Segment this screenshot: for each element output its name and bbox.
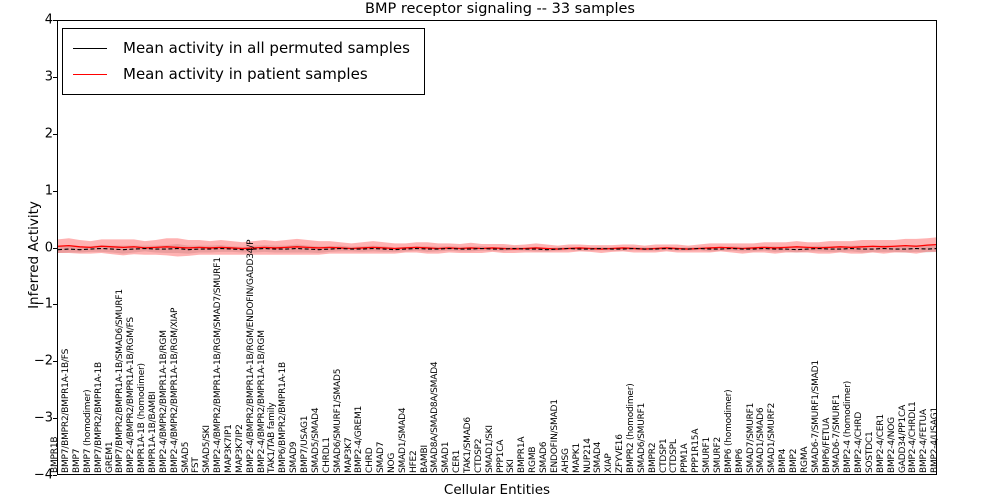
y-tick-label: −1 xyxy=(33,296,53,312)
patient-mean-line xyxy=(58,243,936,250)
y-tick-mark xyxy=(53,76,57,78)
y-tick-mark xyxy=(53,418,57,420)
y-axis-label: Inferred Activity xyxy=(26,201,42,309)
series-plot xyxy=(58,237,936,257)
chart-title: BMP receptor signaling -- 33 samples xyxy=(365,1,635,17)
y-tick-mark xyxy=(53,133,57,135)
x-axis-label: Cellular Entities xyxy=(443,482,551,498)
y-tick-mark xyxy=(53,247,57,249)
legend-label: Mean activity in all permuted samples xyxy=(123,39,410,57)
y-tick-mark xyxy=(53,190,57,192)
y-tick-label: 1 xyxy=(44,183,53,199)
y-tick-label: 0 xyxy=(44,240,53,255)
y-tick-label: −4 xyxy=(33,467,53,483)
legend-label: Mean activity in patient samples xyxy=(123,65,368,83)
legend-box: Mean activity in all permuted samples Mea… xyxy=(62,28,425,95)
permuted-mean-line xyxy=(58,247,936,251)
y-tick-label: 4 xyxy=(44,12,53,28)
legend-item-permuted: Mean activity in all permuted samples xyxy=(73,35,410,61)
patient-confidence-band xyxy=(58,237,936,257)
legend-line-swatch xyxy=(73,73,107,75)
legend-line-swatch xyxy=(73,47,107,49)
y-tick-mark xyxy=(53,361,57,363)
y-tick-label: −2 xyxy=(33,353,53,369)
y-tick-label: −3 xyxy=(33,410,53,426)
y-tick-mark xyxy=(53,20,57,21)
y-tick-label: 2 xyxy=(44,126,53,142)
y-tick-mark xyxy=(53,475,57,476)
plot-area xyxy=(57,20,937,475)
y-tick-mark xyxy=(53,304,57,306)
legend-item-patient: Mean activity in patient samples xyxy=(73,61,410,87)
y-tick-label: 3 xyxy=(44,69,53,85)
